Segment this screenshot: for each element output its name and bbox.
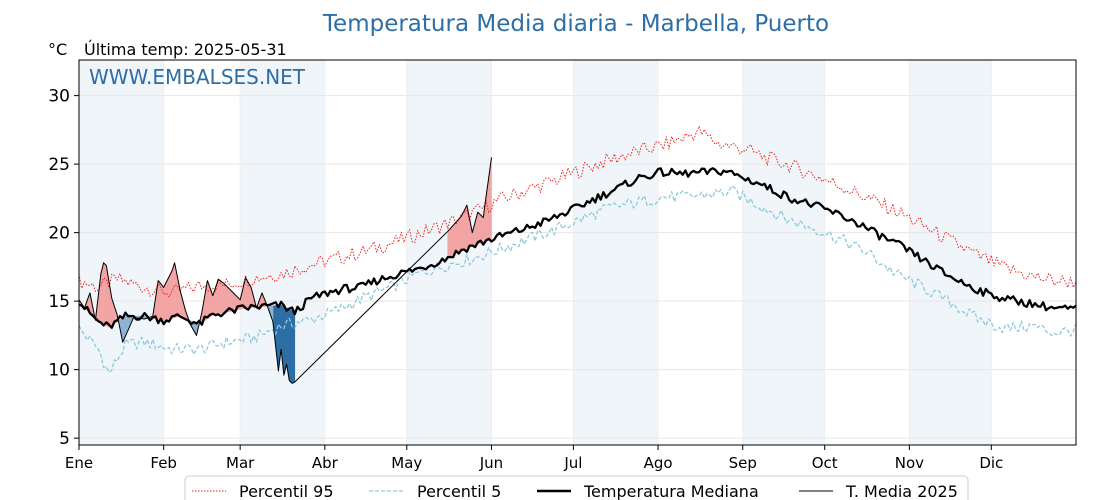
legend-box — [184, 475, 969, 500]
legend-p5-label: Percentil 5 — [417, 482, 501, 500]
y-axis: 5 10 15 20 25 30 — [48, 87, 79, 449]
month-band — [742, 60, 825, 445]
y-tick-label: 30 — [48, 87, 70, 107]
last-temp-label: Última temp: 2025-05-31 — [84, 40, 287, 59]
series-line-0 — [78, 125, 1077, 298]
x-tick-label: Mar — [226, 454, 255, 472]
y-tick-label: 25 — [48, 155, 70, 175]
x-tick-label: Jul — [563, 454, 582, 472]
month-band — [79, 60, 164, 445]
x-tick-label: Ago — [644, 454, 673, 472]
legend-p95-label: Percentil 95 — [239, 482, 334, 500]
month-bands — [79, 60, 992, 445]
series-line-3 — [78, 157, 492, 384]
y-tick-label: 20 — [48, 224, 70, 244]
x-tick-label: Jun — [479, 454, 503, 472]
y-tick-label: 10 — [48, 361, 70, 381]
x-tick-label: Feb — [150, 454, 177, 472]
legend-median-label: Temperatura Mediana — [583, 482, 759, 500]
legend-current-label: T. Media 2025 — [845, 482, 958, 500]
y-tick-label: 5 — [59, 429, 70, 449]
anomaly-fill — [490, 157, 492, 240]
x-axis: Ene Feb Mar Abr May Jun Jul Ago Sep Oct Nov Dic — [65, 445, 1003, 472]
x-tick-label: Oct — [812, 454, 838, 472]
watermark: WWW.EMBALSES.NET — [89, 65, 306, 89]
month-band — [573, 60, 659, 445]
anomaly-fill — [293, 311, 296, 383]
x-tick-label: Nov — [895, 454, 924, 472]
x-tick-label: Dic — [979, 454, 1003, 472]
plot-frame — [78, 59, 1077, 446]
x-tick-label: May — [391, 454, 422, 472]
month-band — [240, 60, 325, 445]
x-tick-label: Ene — [65, 454, 93, 472]
unit-label: °C — [48, 40, 67, 59]
series-line-1 — [78, 185, 1077, 374]
legend: Percentil 95 Percentil 5 Temperatura Med… — [184, 475, 969, 500]
x-tick-label: Abr — [312, 454, 339, 472]
chart-title: Temperatura Media diaria - Marbella, Pue… — [322, 11, 829, 37]
series-line-2 — [78, 167, 1077, 329]
series-lines — [78, 125, 1077, 384]
x-tick-label: Sep — [729, 454, 757, 472]
month-band — [909, 60, 992, 445]
y-tick-label: 15 — [48, 292, 70, 312]
